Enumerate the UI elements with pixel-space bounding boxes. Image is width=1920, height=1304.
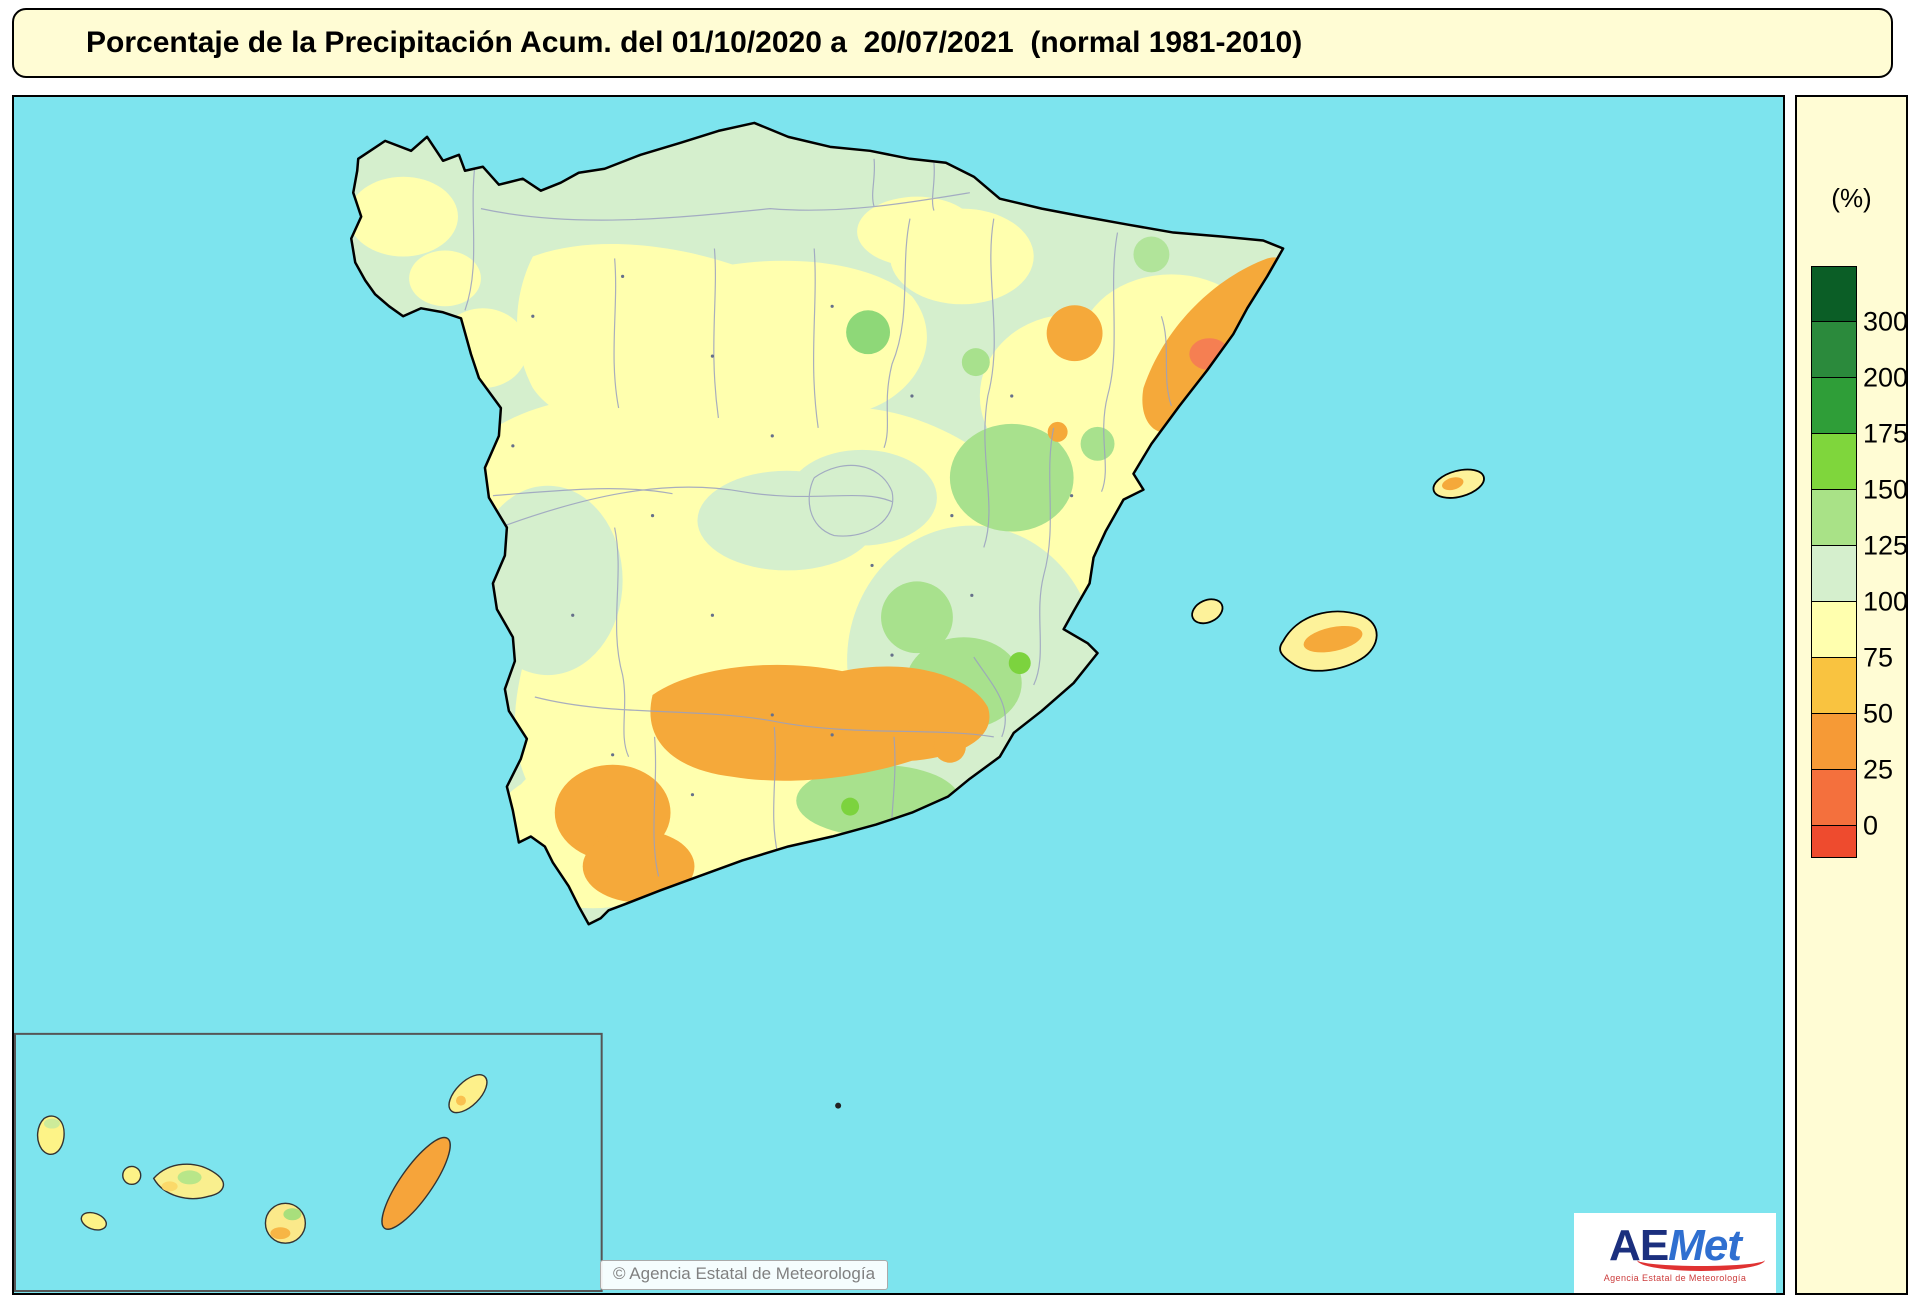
aemet-logo: AEMet Agencia Estatal de Meteorología (1574, 1213, 1776, 1293)
legend-unit-label: (%) (1831, 183, 1872, 213)
legend-swatch (1811, 378, 1857, 434)
legend-swatch (1811, 770, 1857, 826)
legend-tick-labels: 300 200 175 150 125 100 75 50 25 0 (1863, 266, 1909, 866)
legend-swatch (1811, 266, 1857, 322)
islet-dot (835, 1102, 842, 1109)
legend-bar (1811, 266, 1857, 858)
map-title: Porcentaje de la Precipitación Acum. del… (86, 26, 1303, 59)
legend-tick-label: 300 (1863, 306, 1909, 337)
legend-tick-label: 125 (1863, 530, 1909, 561)
legend-swatch (1811, 322, 1857, 378)
map-area: © Agencia Estatal de Meteorología AEMet … (12, 95, 1785, 1295)
legend-swatch (1811, 546, 1857, 602)
legend-tick-label: 150 (1863, 474, 1909, 505)
legend-tick-label: 0 (1863, 810, 1879, 841)
balearic-islands (1191, 468, 1485, 672)
legend-tick-label: 100 (1863, 586, 1909, 617)
legend-swatch (1811, 490, 1857, 546)
legend-tick-label: 200 (1863, 362, 1909, 393)
spain-precipitation-map (14, 121, 1485, 1293)
title-bar: Porcentaje de la Precipitación Acum. del… (12, 8, 1893, 78)
legend-swatch (1811, 434, 1857, 490)
aemet-logo-swoosh-icon (1637, 1259, 1765, 1271)
attribution: © Agencia Estatal de Meteorología (600, 1260, 889, 1290)
legend-swatch (1811, 658, 1857, 714)
canary-islands (36, 1074, 488, 1244)
legend-swatch (1811, 602, 1857, 658)
aemet-logo-subtext: Agencia Estatal de Meteorología (1603, 1272, 1747, 1283)
legend-swatch (1811, 826, 1857, 858)
legend-tick-label: 25 (1863, 754, 1894, 785)
legend-tick-label: 50 (1863, 698, 1894, 729)
legend-panel: (%) 300 200 175 150 125 100 75 50 25 0 (1795, 95, 1908, 1295)
legend-swatch (1811, 714, 1857, 770)
station-dots (511, 274, 1074, 797)
province-borders (464, 158, 1172, 877)
legend-tick-label: 75 (1863, 642, 1894, 673)
legend-tick-label: 175 (1863, 418, 1909, 449)
canary-inset (14, 1032, 603, 1293)
